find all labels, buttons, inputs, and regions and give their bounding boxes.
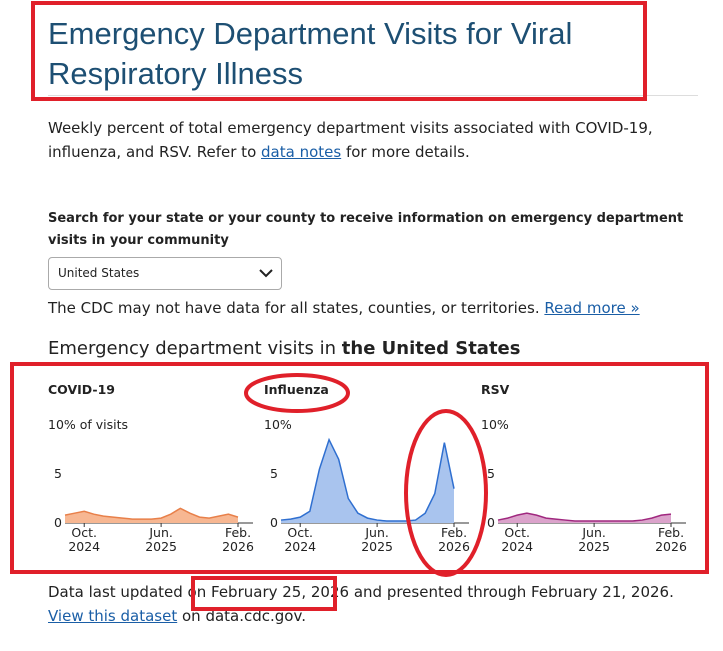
x-tick-label: Jun.	[148, 525, 173, 540]
y-tick-label: 10% of visits	[48, 417, 128, 432]
heading-place: the United States	[341, 338, 521, 359]
select-value: United States	[58, 266, 140, 280]
note-text: The CDC may not have data for all states…	[48, 299, 545, 317]
section-heading: Emergency department visits in the Unite…	[48, 336, 520, 362]
x-tick-label: Jun.	[364, 525, 389, 540]
y-tick-label: 0	[270, 515, 278, 530]
chart: Influenza 0 5 10% Oct.2024 Jun.2025 Feb.2026	[264, 382, 470, 554]
intro-text: Weekly percent of total emergency depart…	[48, 119, 653, 161]
x-tick-label: 2024	[501, 539, 533, 554]
line	[280, 437, 455, 522]
area	[65, 508, 238, 523]
heading-text: Emergency department visits in	[48, 338, 342, 359]
note: The CDC may not have data for all states…	[48, 296, 708, 320]
updated-date: February 25, 2026	[211, 583, 350, 601]
chart-title: Influenza	[264, 382, 329, 397]
area	[281, 439, 454, 523]
x-tick-label: Oct.	[287, 525, 313, 540]
search-label: Search for your state or your county to …	[48, 211, 684, 248]
x-tick-label: Jun.	[581, 525, 606, 540]
x-tick-label: 2026	[655, 539, 687, 554]
x-tick-label: Feb.	[658, 525, 684, 540]
footer-text: on data.cdc.gov.	[177, 607, 306, 625]
y-tick-label: 0	[487, 515, 495, 530]
footer-text: Data last updated on	[48, 583, 212, 601]
y-tick-label: 5	[54, 466, 62, 481]
x-tick-label: 2026	[222, 539, 254, 554]
intro: Weekly percent of total emergency depart…	[48, 116, 698, 164]
y-tick-label: 5	[487, 466, 495, 481]
x-tick-label: 2024	[68, 539, 100, 554]
read-more-link[interactable]: Read more »	[544, 299, 640, 317]
footer-text: and presented through February 21, 2026.	[349, 583, 674, 601]
location-select[interactable]: United States	[48, 257, 282, 290]
x-tick-label: 2025	[145, 539, 177, 554]
x-tick-label: 2024	[284, 539, 316, 554]
y-tick-label: 10%	[481, 417, 509, 432]
y-tick-label: 0	[54, 515, 62, 530]
dataset-link[interactable]: View this dataset	[48, 607, 178, 625]
chart-title: COVID-19	[48, 382, 115, 397]
footer: Data last updated on February 25, 2026 a…	[48, 580, 698, 628]
x-tick-label: 2025	[361, 539, 393, 554]
y-tick-label: 5	[270, 466, 278, 481]
chevron	[259, 269, 273, 278]
x-tick-label: Oct.	[71, 525, 97, 540]
page-title: Emergency Department Visits for Viral Re…	[48, 16, 573, 91]
x-tick-label: Feb.	[441, 525, 467, 540]
x-tick-label: 2026	[438, 539, 470, 554]
x-tick-label: 2025	[578, 539, 610, 554]
chart: COVID-19 0 5 10% of visits Oct.2024 Jun.2025 F…	[48, 382, 254, 554]
x-tick-label: Oct.	[504, 525, 530, 540]
y-tick-label: 10%	[264, 417, 292, 432]
divider	[48, 95, 698, 96]
chart-title: RSV	[481, 382, 510, 397]
x-tick-label: Feb.	[225, 525, 251, 540]
intro-text: for more details.	[341, 143, 470, 161]
data-notes-link[interactable]: data notes	[261, 143, 342, 161]
chart: RSV 0 5 10% Oct.2024 Jun.2025 Feb.2026	[481, 382, 687, 554]
